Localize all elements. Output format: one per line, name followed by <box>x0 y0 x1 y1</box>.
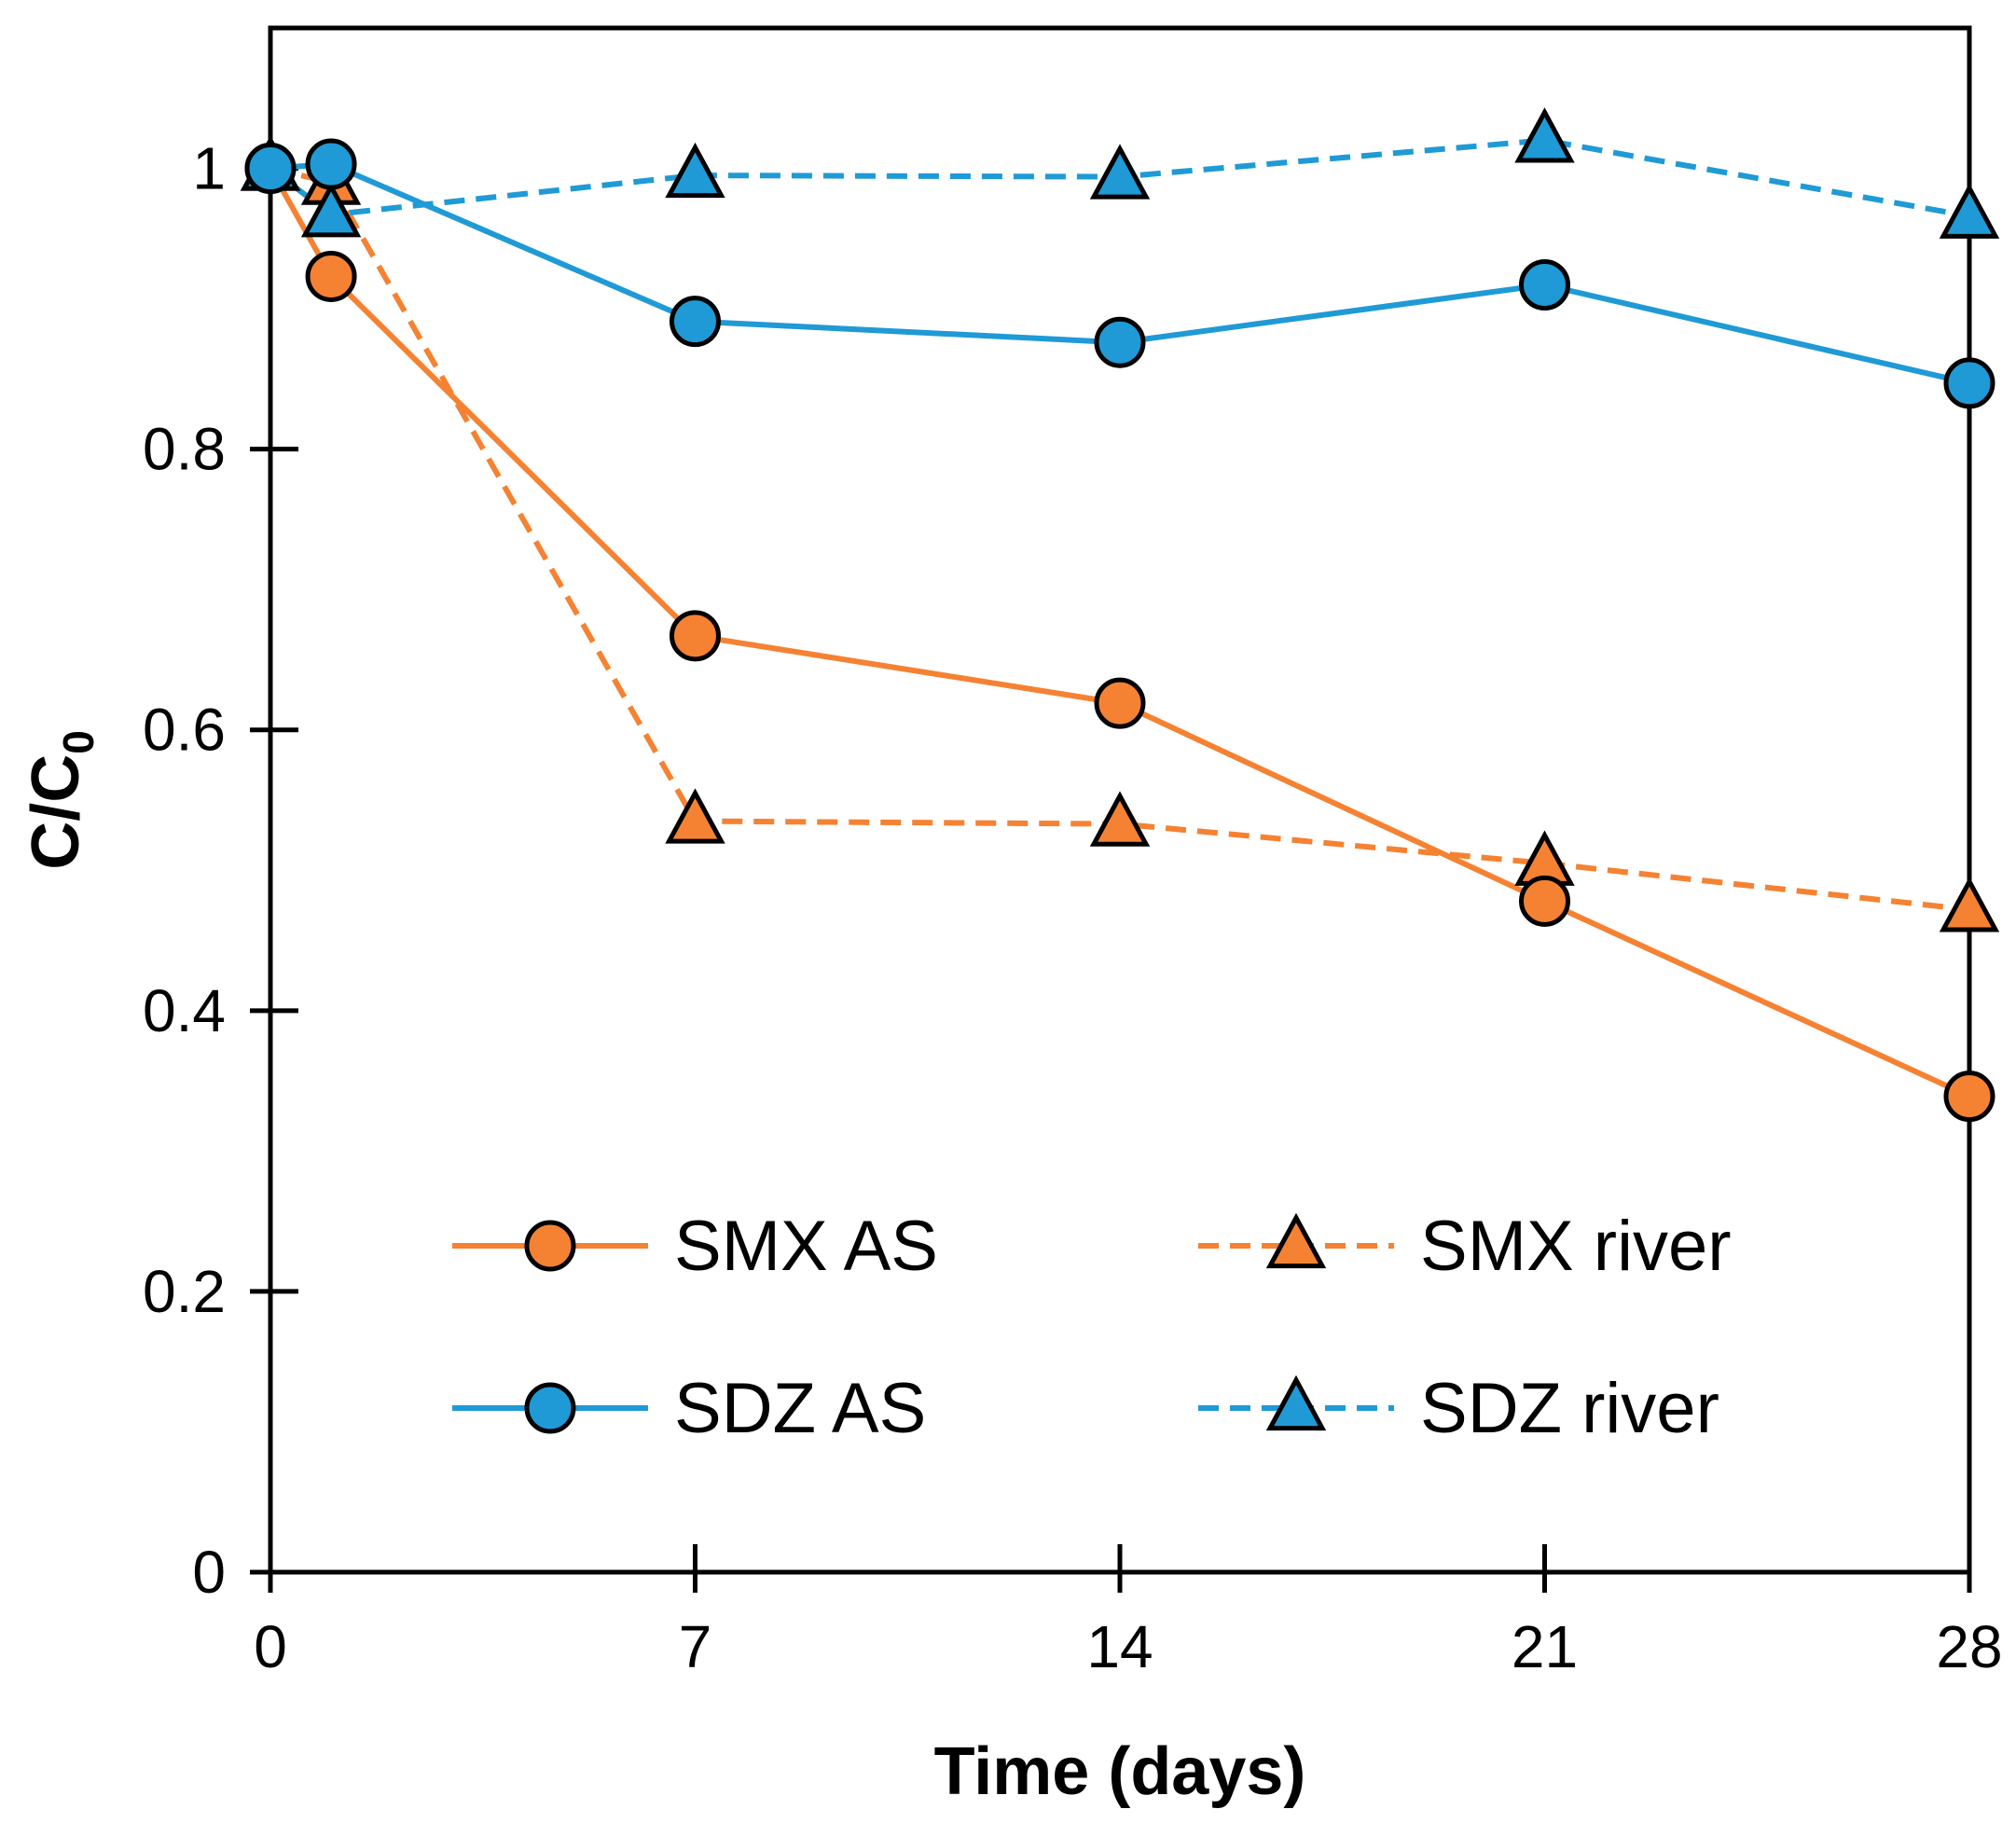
y-tick-label: 0.6 <box>143 697 226 764</box>
data-point-smx-as <box>1943 1070 1995 1123</box>
data-point-smx-river <box>1939 877 2000 932</box>
y-axis-title-main: C/C <box>19 754 93 870</box>
data-point-sdz-as <box>1519 258 1570 311</box>
data-point-smx-river <box>1089 791 1151 847</box>
data-point-sdz-as <box>1943 357 1995 409</box>
data-point-smx-river <box>665 788 725 844</box>
legend-entry-sdz-as: SDZ AS <box>452 1369 926 1448</box>
x-tick-label: 14 <box>1086 1613 1153 1680</box>
data-point-sdz-as <box>305 138 357 190</box>
data-point-sdz-river <box>300 181 362 238</box>
legend-label-sdz-as: SDZ AS <box>674 1369 926 1448</box>
data-point-smx-as <box>1094 677 1146 729</box>
data-point-sdz-as <box>244 143 297 195</box>
y-tick-label: 0 <box>192 1539 226 1606</box>
legend-label-smx-as: SMX AS <box>674 1207 938 1286</box>
legend-marker-sdz-as <box>524 1382 576 1434</box>
legend-marker-smx-river <box>1265 1212 1327 1269</box>
axes-layer: 0 0.2 0.4 0.6 0.8 1 0 7 14 21 28 <box>143 25 2003 1680</box>
legend-label-sdz-river: SDZ river <box>1420 1369 1719 1448</box>
y-tick-label: 0.4 <box>143 977 226 1044</box>
data-point-sdz-as <box>670 296 721 348</box>
y-axis-title: C/C0 <box>19 730 103 870</box>
x-axis-title: Time (days) <box>934 1734 1306 1809</box>
x-tick-label: 7 <box>679 1613 712 1680</box>
data-point-smx-as <box>305 250 357 302</box>
data-point-sdz-river <box>1089 144 1151 200</box>
y-tick-label: 0.8 <box>143 416 226 483</box>
data-point-sdz-river <box>1939 183 2000 239</box>
legend-entry-sdz-river: SDZ river <box>1198 1369 1719 1448</box>
data-point-sdz-as <box>1094 316 1146 368</box>
y-tick-label: 0.2 <box>143 1258 226 1325</box>
data-point-smx-as <box>670 610 721 662</box>
legend-entry-smx-as: SMX AS <box>452 1207 938 1286</box>
legend-entry-smx-river: SMX river <box>1198 1207 1732 1286</box>
data-point-smx-as <box>1519 875 1570 927</box>
legend-marker-smx-as <box>524 1220 576 1272</box>
x-tick-label: 0 <box>254 1613 287 1680</box>
y-axis-title-subscript: 0 <box>54 730 103 754</box>
legend-marker-sdz-river <box>1265 1374 1327 1431</box>
data-point-sdz-river <box>665 142 725 199</box>
x-tick-label: 28 <box>1936 1613 2002 1680</box>
labels-layer: Time (days) C/C0 <box>19 730 1305 1809</box>
series-line-smx-as <box>268 167 1971 1099</box>
data-point-sdz-river <box>1514 107 1575 163</box>
y-tick-label: 1 <box>192 135 226 202</box>
legend-label-smx-river: SMX river <box>1420 1207 1732 1286</box>
x-tick-label: 21 <box>1512 1613 1578 1680</box>
legend: SMX AS SMX river SDZ AS SDZ river <box>452 1207 1732 1448</box>
series-layer <box>240 107 2000 1123</box>
